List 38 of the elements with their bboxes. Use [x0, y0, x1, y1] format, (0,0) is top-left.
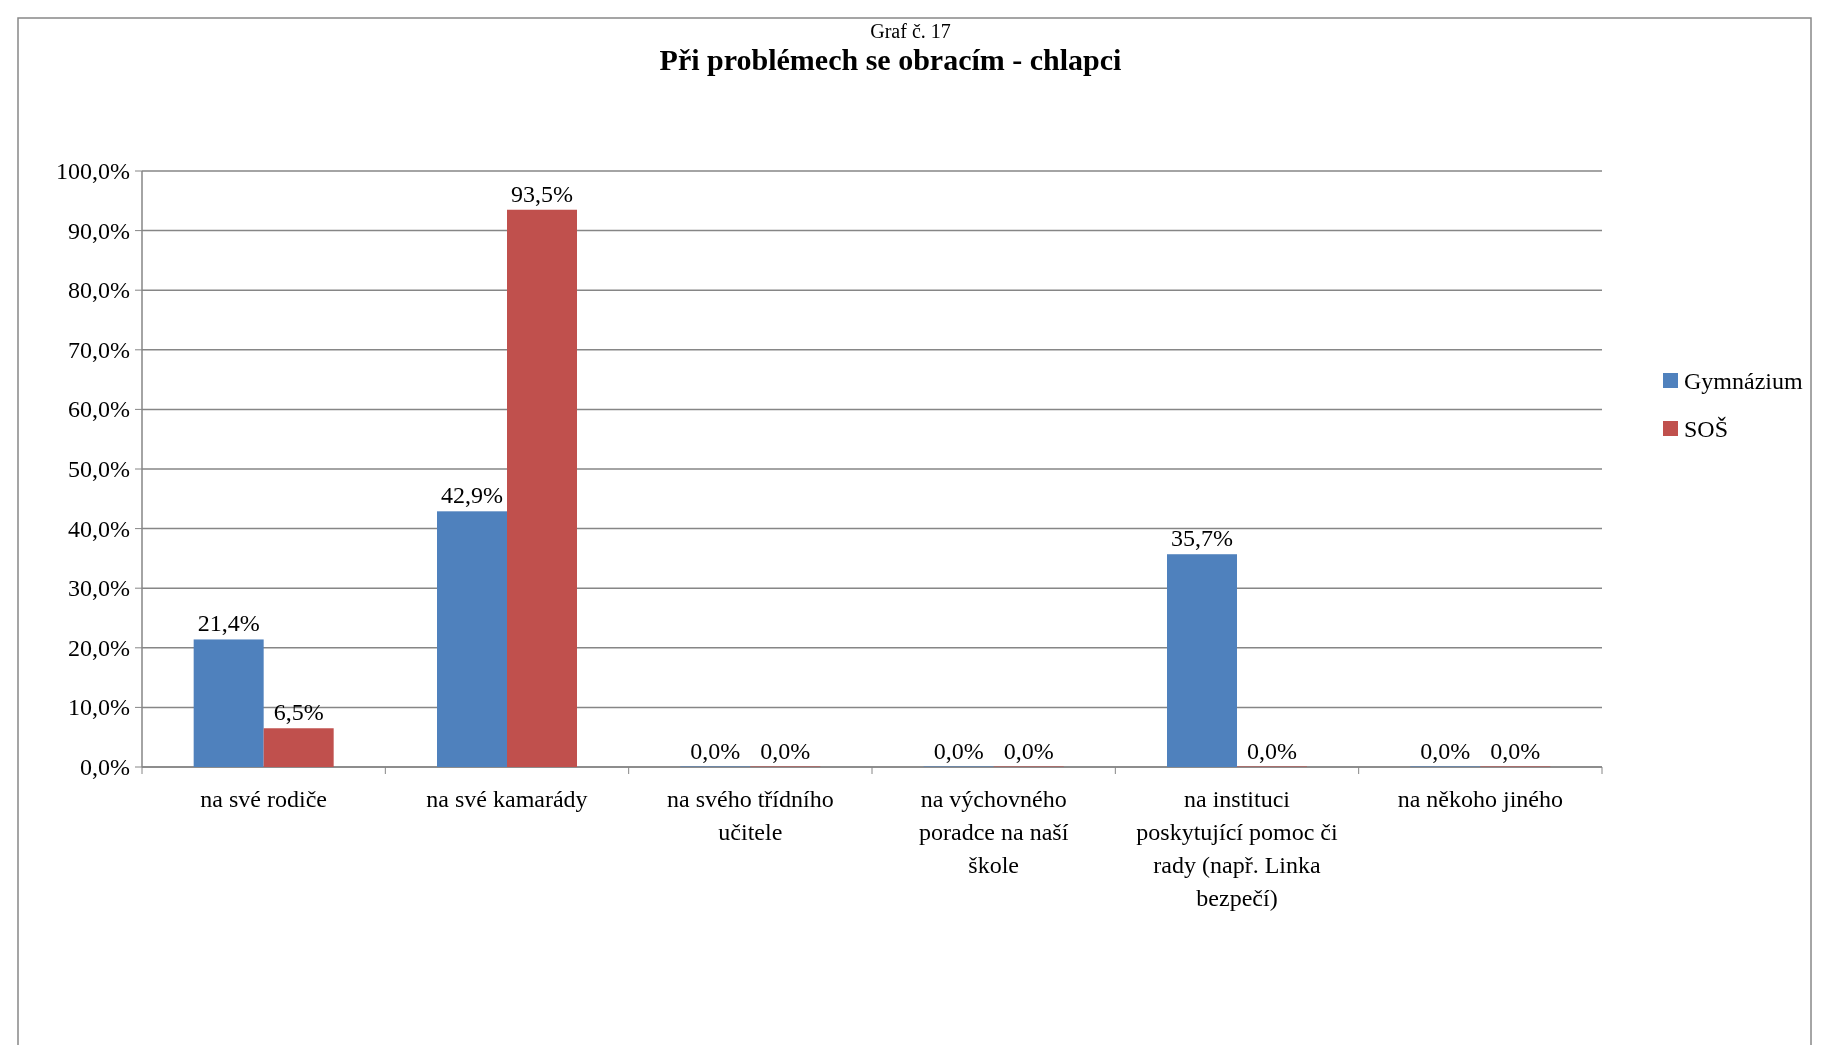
data-label: 21,4%	[197, 610, 260, 637]
data-label: 0,0%	[1003, 738, 1054, 764]
bar	[507, 209, 577, 767]
bar	[1167, 554, 1237, 767]
text: Graf č. 17	[870, 20, 951, 42]
bar	[437, 511, 507, 767]
data-label: 0,0%	[933, 738, 984, 764]
data-label: 0,0%	[1490, 738, 1541, 764]
y-tick-label: 90,0%	[68, 217, 130, 244]
x-tick-label: na své kamarády	[426, 786, 588, 812]
chart-title: Při problémech se obracím - chlapci	[659, 43, 1122, 76]
data-label: 6,5%	[273, 699, 324, 726]
legend-label: Gymnázium	[1684, 368, 1803, 394]
x-tick-label: na někoho jiného	[1397, 786, 1563, 812]
bar	[193, 639, 264, 767]
y-tick-label: 80,0%	[68, 277, 130, 304]
y-tick-label: 20,0%	[68, 634, 130, 661]
bar	[263, 728, 334, 767]
y-tick-label: 100,0%	[56, 158, 130, 184]
y-tick-label: 60,0%	[68, 396, 130, 423]
data-label: 0,0%	[1247, 738, 1297, 764]
data-label: 35,7%	[1171, 525, 1233, 552]
x-tick-label: na svého třídního učitele	[667, 786, 834, 845]
data-label: 93,5%	[511, 180, 573, 207]
legend-label: SOŠ	[1684, 416, 1729, 442]
data-label: 0,0%	[1420, 738, 1471, 764]
x-tick-label: na své rodiče	[200, 786, 327, 812]
y-tick-label: 40,0%	[68, 515, 130, 542]
y-tick-label: 30,0%	[68, 575, 130, 602]
data-label: 0,0%	[690, 738, 741, 764]
y-tick-label: 50,0%	[68, 456, 130, 482]
y-tick-label: 10,0%	[68, 694, 130, 721]
data-label: 0,0%	[760, 738, 811, 764]
x-tick-label: na instituci poskytující pomoc či rady (např. Linka bezpečí)	[1136, 786, 1338, 911]
y-tick-label: 0,0%	[80, 754, 130, 780]
data-label: 42,9%	[441, 482, 503, 509]
y-tick-label: 70,0%	[68, 336, 130, 363]
x-tick-label: na výchovného poradce na naší škole	[919, 786, 1069, 878]
